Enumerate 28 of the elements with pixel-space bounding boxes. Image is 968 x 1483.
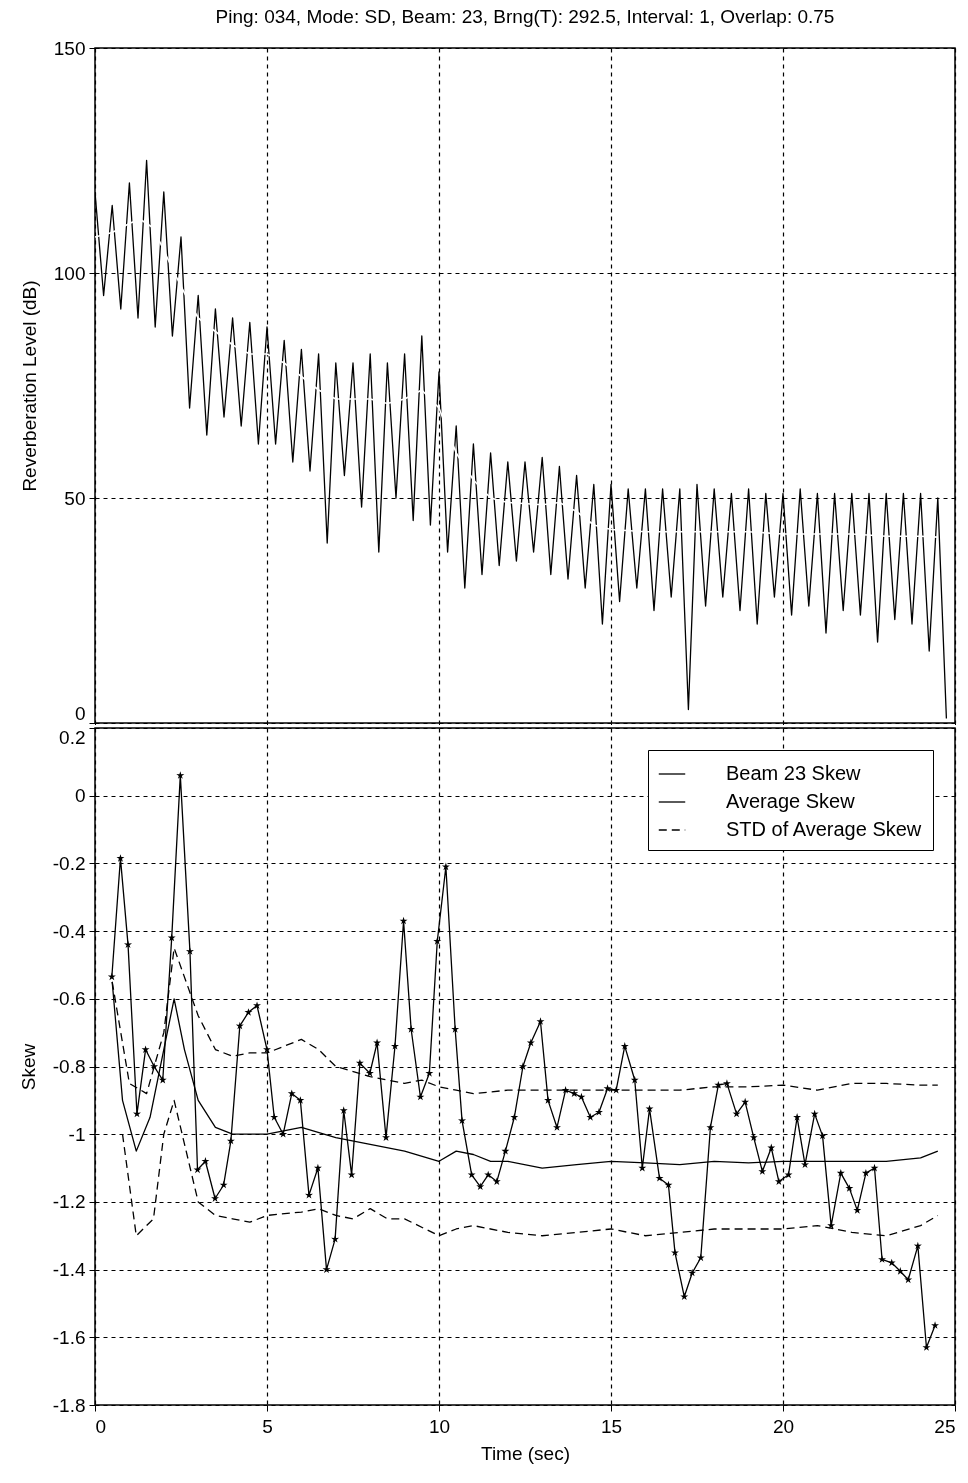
x-tick-label: 5 xyxy=(262,1415,273,1437)
y-tick-label: 0.2 xyxy=(59,726,86,748)
y-tick-label: -1.6 xyxy=(52,1326,86,1348)
x-tick-label: 25 xyxy=(934,1415,956,1437)
chart-title: Ping: 034, Mode: SD, Beam: 23, Brng(T): 292.5, Interval: 1, Overlap: 0.75 xyxy=(215,6,835,27)
legend-label: Beam 23 Skew xyxy=(726,762,862,784)
y-tick-label: -1 xyxy=(68,1123,86,1145)
y-tick-label: 50 xyxy=(64,487,86,509)
y-tick-label: -0.8 xyxy=(52,1056,86,1077)
y-axis-title: Reverberation Level (dB) xyxy=(18,280,40,492)
y-tick-label: -1.2 xyxy=(52,1191,86,1213)
legend-label: STD of Average Skew xyxy=(726,818,922,840)
x-tick-label: 0 xyxy=(95,1415,107,1437)
x-tick-label: 15 xyxy=(600,1415,623,1437)
y-tick-label: 0 xyxy=(74,702,86,724)
y-tick-label: -0.2 xyxy=(52,852,86,874)
y-tick-label: 0 xyxy=(74,785,86,807)
x-tick-label: 20 xyxy=(772,1415,795,1437)
y-axis-title: Skew xyxy=(17,1043,39,1091)
y-tick-label: 100 xyxy=(53,262,86,284)
x-axis-title: Time (sec) xyxy=(480,1442,571,1464)
y-tick-label: -1.4 xyxy=(52,1259,86,1281)
legend-label: Average Skew xyxy=(726,790,856,812)
y-tick-label: 150 xyxy=(53,37,86,59)
y-tick-label: -1.8 xyxy=(52,1394,86,1416)
x-tick-label: 10 xyxy=(428,1415,451,1437)
y-tick-label: -0.6 xyxy=(52,988,86,1010)
y-tick-label: -0.4 xyxy=(52,920,86,942)
